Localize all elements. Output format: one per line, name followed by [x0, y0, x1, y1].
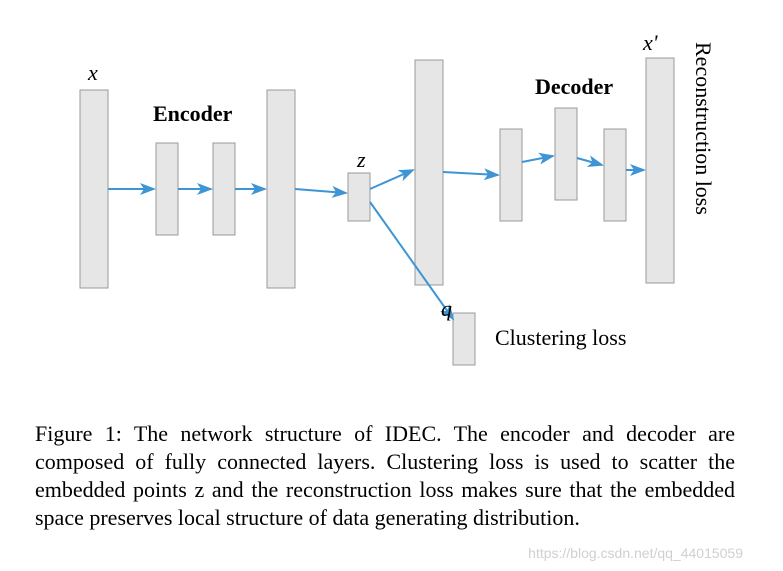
layer-latent-z [348, 173, 370, 221]
a-dec0 [443, 172, 498, 175]
idec-diagram: x Encoder z Decoder x' q Clustering loss… [0, 0, 783, 400]
label-z: z [357, 147, 366, 173]
layer-enc-out [267, 90, 295, 288]
a-zd0 [370, 170, 413, 189]
layer-dec-h1 [500, 129, 522, 221]
label-x: x [88, 60, 98, 86]
diagram-svg [0, 0, 783, 400]
a-z [295, 189, 346, 193]
label-x-prime: x' [643, 30, 657, 56]
layer-enc-h2 [213, 143, 235, 235]
layer-q-block [453, 313, 475, 365]
layer-dec-out [646, 58, 674, 283]
layer-dec-h2 [555, 108, 577, 200]
watermark: https://blog.csdn.net/qq_44015059 [528, 545, 743, 561]
label-q: q [441, 296, 452, 322]
label-reconstruction-loss: Reconstruction loss [690, 42, 716, 215]
a-dec2 [577, 158, 602, 165]
layer-enc-in [80, 90, 108, 288]
label-clustering-loss: Clustering loss [495, 325, 626, 351]
layer-dec-h3 [604, 129, 626, 221]
layer-enc-h1 [156, 143, 178, 235]
figure-caption: Figure 1: The network structure of IDEC.… [35, 420, 735, 533]
label-decoder: Decoder [535, 74, 613, 100]
layer-dec-h0 [415, 60, 443, 285]
label-encoder: Encoder [153, 101, 232, 127]
a-dec1 [522, 156, 553, 162]
